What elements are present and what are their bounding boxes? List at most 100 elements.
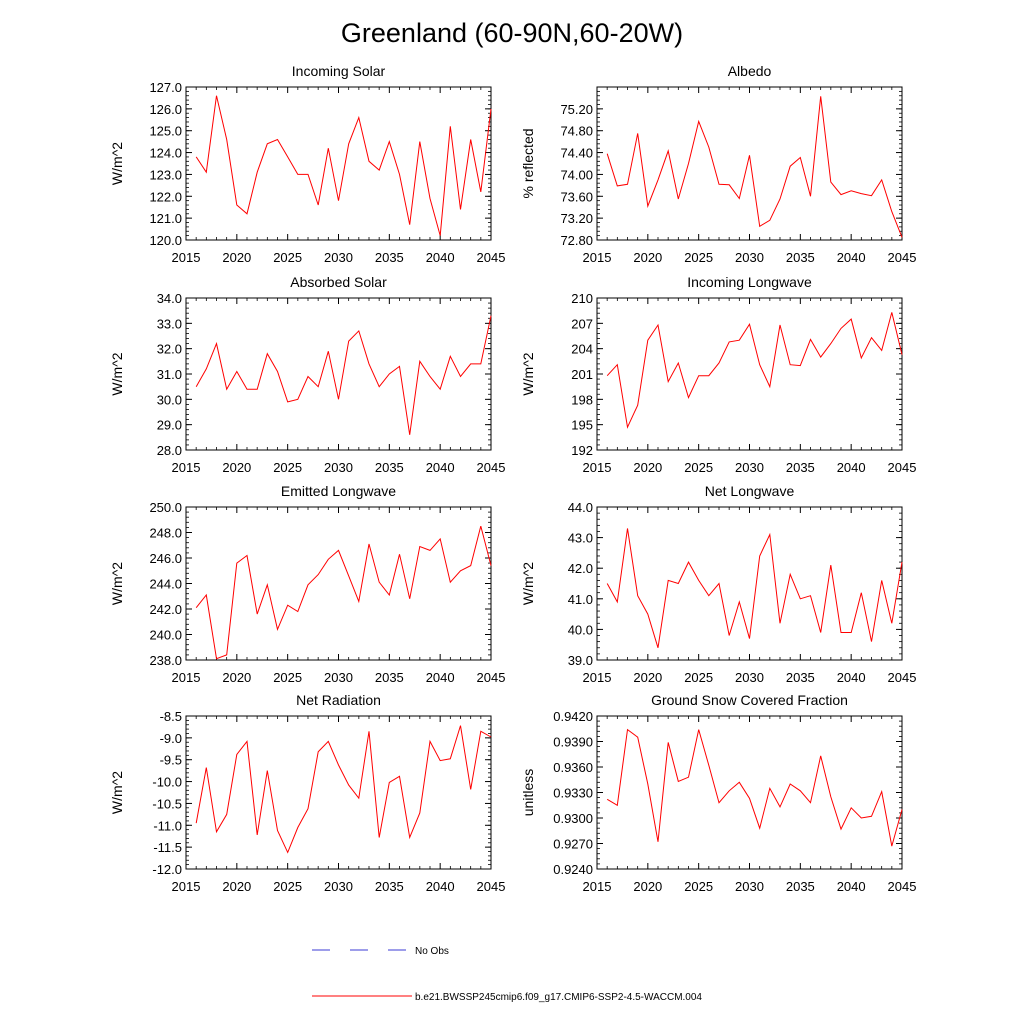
y-tick-label: 127.0 bbox=[149, 80, 182, 95]
x-tick-label: 2030 bbox=[735, 879, 764, 894]
y-axis-label: W/m^2 bbox=[520, 562, 536, 605]
y-tick-label: 75.20 bbox=[560, 102, 593, 117]
x-tick-label: 2040 bbox=[837, 879, 866, 894]
y-tick-label: 201 bbox=[571, 367, 593, 382]
panel-3: Absorbed Solar W/m^2 2015 2020 2025 2030 2035 2… bbox=[109, 274, 505, 475]
y-tick-label: 39.0 bbox=[568, 653, 593, 668]
panel-7: Net Radiation W/m^2 2015 2020 2025 2030 2035 20… bbox=[109, 692, 505, 894]
x-tick-label: 2025 bbox=[273, 670, 302, 685]
x-tick-label: 2015 bbox=[583, 250, 612, 265]
x-tick-label: 2020 bbox=[633, 250, 662, 265]
y-axis-label: unitless bbox=[520, 769, 536, 816]
plot-frame bbox=[185, 86, 492, 241]
y-tick-label: 43.0 bbox=[568, 531, 593, 546]
x-tick-label: 2040 bbox=[426, 460, 455, 475]
y-tick-label: 0.9420 bbox=[553, 709, 593, 724]
panel-title: Incoming Solar bbox=[292, 63, 386, 79]
plot-frame bbox=[185, 506, 492, 661]
series-line bbox=[606, 96, 903, 238]
x-tick-label: 2045 bbox=[888, 879, 917, 894]
y-tick-label: 244.0 bbox=[149, 577, 182, 592]
y-tick-label: 73.60 bbox=[560, 189, 593, 204]
panel-1: Incoming Solar W/m^2 2015 2020 2025 2030 2035 2… bbox=[109, 63, 505, 265]
panel-5: Emitted Longwave W/m^2 2015 2020 2025 2030 203… bbox=[109, 483, 505, 685]
y-tick-label: 0.9330 bbox=[553, 786, 593, 801]
y-tick-label: 0.9360 bbox=[553, 760, 593, 775]
y-tick-label: 210 bbox=[571, 291, 593, 306]
y-tick-label: 240.0 bbox=[149, 628, 182, 643]
panel-title: Incoming Longwave bbox=[687, 274, 812, 290]
x-tick-label: 2030 bbox=[735, 460, 764, 475]
x-tick-label: 2030 bbox=[735, 250, 764, 265]
x-tick-label: 2045 bbox=[477, 879, 506, 894]
x-tick-label: 2015 bbox=[172, 879, 201, 894]
y-tick-label: 0.9270 bbox=[553, 837, 593, 852]
series-line bbox=[195, 315, 492, 435]
x-tick-label: 2020 bbox=[222, 879, 251, 894]
y-tick-label: 195 bbox=[571, 418, 593, 433]
x-tick-label: 2020 bbox=[222, 460, 251, 475]
x-tick-label: 2025 bbox=[684, 670, 713, 685]
legend-model-label: b.e21.BWSSP245cmip6.f09_g17.CMIP6-SSP2-4… bbox=[415, 992, 702, 1003]
x-tick-label: 2030 bbox=[324, 879, 353, 894]
y-tick-label: 0.9300 bbox=[553, 811, 593, 826]
y-tick-label: 238.0 bbox=[149, 653, 182, 668]
y-tick-label: -11.5 bbox=[153, 840, 182, 855]
x-tick-label: 2015 bbox=[583, 879, 612, 894]
panel-4: Incoming Longwave W/m^2 2015 2020 2025 2030 20… bbox=[520, 274, 916, 475]
x-tick-label: 2035 bbox=[786, 460, 815, 475]
y-tick-label: 242.0 bbox=[149, 602, 182, 617]
y-tick-label: -9.5 bbox=[160, 753, 182, 768]
x-tick-label: 2020 bbox=[222, 250, 251, 265]
y-axis-label: W/m^2 bbox=[520, 352, 536, 395]
y-tick-label: 42.0 bbox=[568, 561, 593, 576]
figure-title: Greenland (60-90N,60-20W) bbox=[341, 18, 683, 48]
series-line bbox=[606, 728, 903, 847]
x-tick-label: 2015 bbox=[172, 250, 201, 265]
y-tick-label: 248.0 bbox=[149, 526, 182, 541]
y-tick-label: 125.0 bbox=[149, 124, 182, 139]
y-axis-label: W/m^2 bbox=[109, 142, 125, 185]
y-tick-label: 120.0 bbox=[149, 233, 182, 248]
y-tick-label: 122.0 bbox=[149, 189, 182, 204]
x-tick-label: 2045 bbox=[888, 250, 917, 265]
x-tick-label: 2025 bbox=[273, 250, 302, 265]
y-tick-label: 29.0 bbox=[157, 418, 182, 433]
x-tick-label: 2035 bbox=[375, 250, 404, 265]
x-tick-label: 2020 bbox=[633, 460, 662, 475]
y-tick-label: 0.9240 bbox=[553, 862, 593, 877]
y-tick-label: 73.20 bbox=[560, 211, 593, 226]
x-tick-label: 2025 bbox=[273, 879, 302, 894]
y-tick-label: 74.40 bbox=[560, 146, 593, 161]
y-tick-label: 124.0 bbox=[149, 146, 182, 161]
y-tick-label: 198 bbox=[571, 392, 593, 407]
y-tick-label: 250.0 bbox=[149, 500, 182, 515]
y-axis-label: % reflected bbox=[520, 128, 536, 198]
x-tick-label: 2020 bbox=[633, 670, 662, 685]
y-tick-label: 44.0 bbox=[568, 500, 593, 515]
series-line bbox=[195, 95, 492, 236]
x-tick-label: 2015 bbox=[172, 460, 201, 475]
panel-8: Ground Snow Covered Fraction unitless 2015… bbox=[520, 692, 916, 894]
panel-title: Albedo bbox=[728, 63, 772, 79]
x-tick-label: 2035 bbox=[375, 460, 404, 475]
x-tick-label: 2040 bbox=[837, 670, 866, 685]
y-tick-label: 40.0 bbox=[568, 622, 593, 637]
x-tick-label: 2040 bbox=[426, 879, 455, 894]
x-tick-label: 2045 bbox=[888, 460, 917, 475]
y-tick-label: 74.80 bbox=[560, 124, 593, 139]
y-tick-label: -11.0 bbox=[153, 818, 182, 833]
plot-frame bbox=[185, 715, 492, 870]
plot-frame bbox=[596, 86, 903, 241]
x-tick-label: 2015 bbox=[172, 670, 201, 685]
y-tick-label: 30.0 bbox=[157, 392, 182, 407]
legend-obs-label: No Obs bbox=[415, 946, 449, 957]
y-tick-label: -8.5 bbox=[160, 709, 182, 724]
y-tick-label: 72.80 bbox=[560, 233, 593, 248]
x-tick-label: 2040 bbox=[426, 250, 455, 265]
y-tick-label: -10.5 bbox=[152, 796, 182, 811]
y-tick-label: 34.0 bbox=[157, 291, 182, 306]
x-tick-label: 2045 bbox=[477, 460, 506, 475]
y-tick-label: -10.0 bbox=[152, 775, 182, 790]
